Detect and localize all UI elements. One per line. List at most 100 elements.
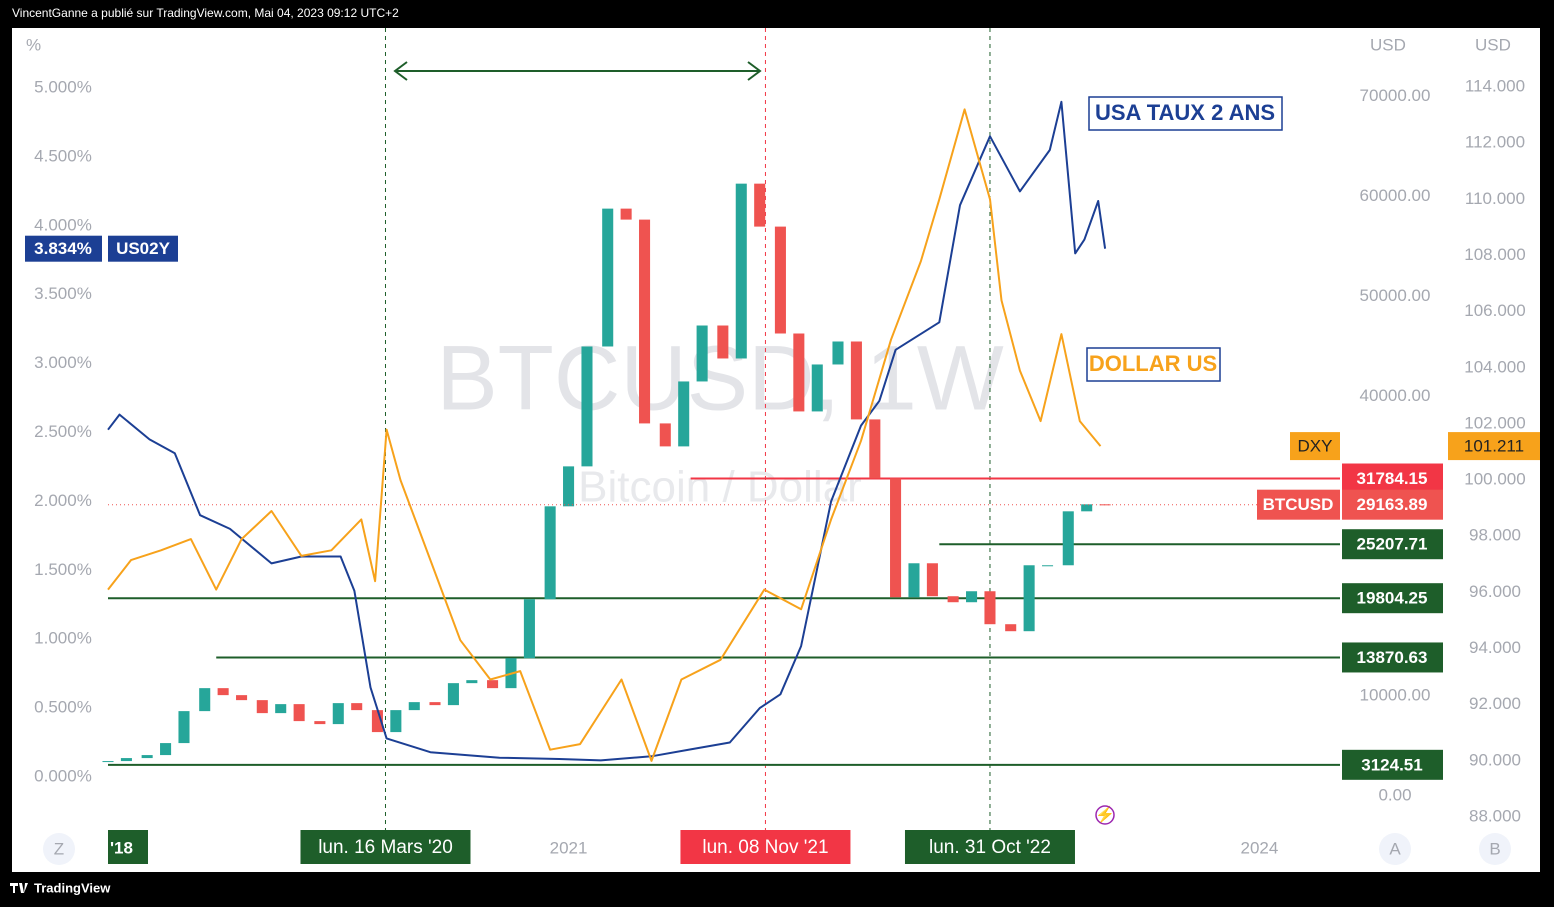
candle (850, 341, 862, 420)
candle (141, 755, 153, 759)
candle (659, 423, 671, 447)
series-line (107, 108, 1102, 762)
candle (217, 688, 229, 696)
x-tick-label: 2021 (550, 838, 588, 857)
y-tick-label: 1.500% (34, 560, 92, 579)
button-label[interactable]: B (1489, 839, 1500, 858)
y3-tick-label: 110.000 (1465, 189, 1525, 208)
lightning-icon[interactable]: ⚡ (1095, 805, 1115, 824)
candle (754, 183, 766, 227)
y-tick-label: 0.500% (34, 698, 92, 717)
candle (908, 563, 920, 598)
series-tag: DXY (1298, 437, 1333, 456)
candle (466, 680, 478, 684)
y3-tick-label: 96.000 (1469, 582, 1521, 601)
button[interactable] (1479, 833, 1511, 865)
y-unit: % (26, 35, 41, 54)
candle (544, 506, 556, 600)
button-label[interactable]: A (1389, 839, 1401, 858)
x-tick-box (108, 830, 148, 864)
candle (696, 325, 708, 382)
level-tag-box (1342, 749, 1443, 780)
event-label: lun. 31 Oct '22 (929, 837, 1051, 858)
last-price: 29163.89 (1357, 495, 1428, 514)
footer-logo: TradingView (10, 880, 111, 895)
event-label-box (904, 830, 1075, 864)
last-price-box (1448, 432, 1540, 461)
candle (332, 703, 344, 725)
event-label: lun. 16 Mars '20 (318, 837, 453, 858)
event-label-box (300, 830, 471, 864)
x-tick-label: '18 (110, 838, 133, 857)
candle (236, 695, 248, 701)
candle (620, 208, 632, 220)
y-tick-label: 5.000% (34, 78, 92, 97)
last-price: 3.834% (34, 239, 92, 258)
candle (429, 702, 441, 706)
candle (581, 346, 593, 467)
y2-tick-label: 40000.00 (1360, 386, 1431, 405)
plot (102, 28, 1340, 830)
x-tick-label: 2024 (1240, 838, 1278, 857)
y3-tick-label: 92.000 (1469, 694, 1521, 713)
level-tag: 13870.63 (1357, 648, 1428, 667)
y3-tick-label: 100.000 (1464, 470, 1525, 489)
level-tag-box (1342, 583, 1443, 614)
candle (947, 596, 959, 603)
range-arrow (393, 61, 762, 81)
level-tag: 31784.15 (1357, 469, 1428, 488)
y3-tick-label: 102.000 (1464, 413, 1525, 432)
event-label-box (680, 830, 851, 864)
button[interactable] (43, 833, 75, 865)
candle (735, 183, 747, 359)
y2-tick-label: 10000.00 (1360, 686, 1431, 705)
candle (832, 341, 844, 365)
last-price-box (1342, 489, 1443, 520)
candle (351, 703, 363, 711)
candle (639, 219, 651, 424)
series-tag: BTCUSD (1263, 495, 1334, 514)
annotation: USA TAUX 2 ANS (1095, 100, 1275, 125)
annotation-box (1086, 347, 1221, 382)
y3-tick-label: 98.000 (1469, 526, 1521, 545)
candle (256, 700, 268, 714)
button-label[interactable]: Z (54, 839, 64, 858)
candle (371, 710, 383, 733)
annotation: DOLLAR US (1089, 351, 1217, 376)
level-tag-box (1342, 642, 1443, 673)
series-tag: US02Y (116, 239, 171, 258)
candle (293, 704, 305, 722)
candle (120, 758, 132, 762)
button[interactable] (1379, 833, 1411, 865)
candle (563, 466, 575, 507)
candle (717, 325, 729, 359)
candle (487, 680, 499, 689)
y3-tick-label: 106.000 (1464, 301, 1525, 320)
y-tick-label: 1.000% (34, 629, 92, 648)
candle (408, 702, 420, 711)
level-tag: 19804.25 (1357, 589, 1428, 608)
y2-tick-label: 60000.00 (1360, 186, 1431, 205)
candle (390, 710, 402, 733)
y3-tick-label: 88.000 (1469, 807, 1521, 826)
watermark-subtitle: Bitcoin / Dollar (578, 463, 862, 512)
annotation-box (1088, 96, 1283, 131)
event-label: lun. 08 Nov '21 (702, 837, 828, 858)
level-tag-box (1342, 463, 1443, 494)
candle (793, 333, 805, 412)
candle (869, 419, 881, 479)
last-price: 101.211 (1464, 437, 1524, 456)
y3-tick-label: 114.000 (1465, 76, 1525, 95)
candle (1023, 565, 1035, 632)
footer: TradingView (34, 880, 111, 895)
candle (314, 721, 326, 725)
header: VincentGanne a publié sur TradingView.co… (12, 6, 399, 20)
candle (926, 563, 938, 597)
last-price-box (25, 235, 102, 262)
candle (1042, 565, 1054, 567)
y-tick-label: 4.000% (34, 215, 92, 234)
lightning-icon-ring[interactable] (1095, 805, 1115, 825)
series-tag-box (1290, 432, 1340, 461)
